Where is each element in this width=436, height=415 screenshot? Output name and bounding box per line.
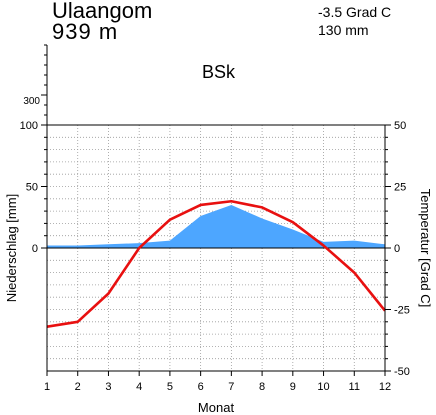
x-tick-label: 9 <box>290 381 296 393</box>
mean-temperature: -3.5 Grad C <box>318 4 392 20</box>
right-axis-title: Temperatur [Grad C] <box>418 189 433 308</box>
left-tick-label: 100 <box>20 120 38 132</box>
upper-axis-label: 300 <box>23 96 40 107</box>
axis-labels: 1 2 3 4 5 6 7 8 9 10 11 12050100-50-2502550MonatNie… <box>4 120 433 415</box>
annual-precipitation: 130 mm <box>318 22 369 38</box>
station-elevation: 939 m <box>52 19 119 44</box>
axis-ticks <box>41 124 391 376</box>
right-tick-label: -25 <box>394 305 410 317</box>
x-tick-label: 6 <box>198 381 204 393</box>
x-axis-title: Monat <box>198 400 235 415</box>
upper-precipitation-axis: 300 <box>23 44 48 126</box>
station-name: Ulaangom <box>52 0 153 23</box>
x-tick-label: 11 <box>349 381 360 393</box>
x-tick-label: 4 <box>136 381 142 393</box>
x-tick-label: 8 <box>259 381 265 393</box>
right-tick-label: 50 <box>394 120 406 132</box>
left-tick-label: 50 <box>26 182 38 194</box>
temperature-line <box>46 199 387 329</box>
right-tick-label: 0 <box>394 243 400 255</box>
x-tick-label: 1 <box>44 381 50 393</box>
x-tick-label: 5 <box>167 381 173 393</box>
x-tick-label: 2 <box>75 381 81 393</box>
right-tick-label: -50 <box>394 366 410 378</box>
left-tick-label: 0 <box>32 243 38 255</box>
x-tick-label: 10 <box>317 381 329 393</box>
precipitation-area <box>47 204 385 248</box>
left-axis-title: Niederschlag [mm] <box>4 194 19 302</box>
chart-marks <box>46 199 387 329</box>
x-tick-label: 12 <box>379 381 391 393</box>
right-tick-label: 25 <box>394 182 406 194</box>
climate-classification: BSk <box>202 62 236 82</box>
x-tick-label: 3 <box>105 381 111 393</box>
x-tick-label: 7 <box>228 381 234 393</box>
